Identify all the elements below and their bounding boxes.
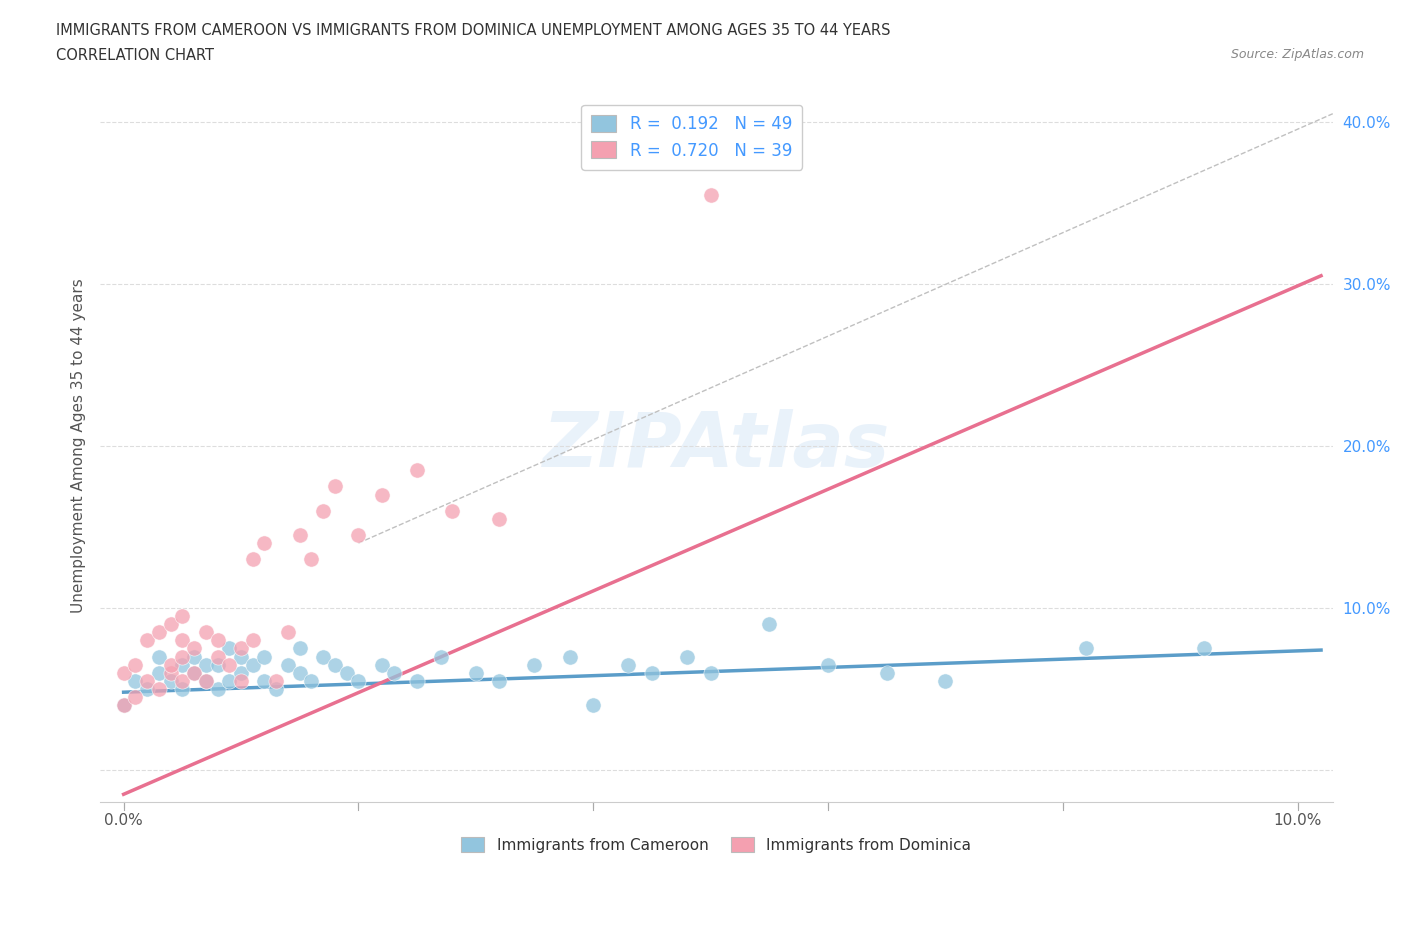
Point — [159, 617, 181, 631]
Point — [288, 665, 311, 680]
Point — [617, 658, 640, 672]
Point — [1076, 641, 1098, 656]
Point — [323, 658, 346, 672]
Point — [148, 625, 170, 640]
Point — [159, 665, 181, 680]
Point — [242, 551, 264, 566]
Point — [699, 665, 721, 680]
Point — [406, 463, 429, 478]
Point — [112, 665, 135, 680]
Point — [582, 698, 605, 712]
Point — [676, 649, 699, 664]
Legend: Immigrants from Cameroon, Immigrants from Dominica: Immigrants from Cameroon, Immigrants fro… — [456, 830, 977, 859]
Point — [264, 673, 287, 688]
Point — [488, 512, 510, 526]
Point — [183, 665, 205, 680]
Point — [336, 665, 359, 680]
Point — [277, 625, 299, 640]
Point — [194, 625, 217, 640]
Point — [253, 673, 276, 688]
Point — [277, 658, 299, 672]
Point — [124, 690, 146, 705]
Point — [229, 641, 252, 656]
Point — [124, 673, 146, 688]
Point — [371, 658, 394, 672]
Point — [172, 649, 194, 664]
Point — [218, 673, 240, 688]
Point — [558, 649, 581, 664]
Point — [172, 608, 194, 623]
Point — [301, 673, 323, 688]
Point — [253, 649, 276, 664]
Point — [288, 527, 311, 542]
Point — [312, 503, 335, 518]
Point — [347, 527, 370, 542]
Point — [172, 633, 194, 648]
Text: ZIPAtlas: ZIPAtlas — [543, 409, 890, 483]
Point — [264, 682, 287, 697]
Point — [207, 633, 229, 648]
Point — [159, 673, 181, 688]
Point — [488, 673, 510, 688]
Point — [207, 658, 229, 672]
Point — [136, 673, 159, 688]
Point — [347, 673, 370, 688]
Point — [207, 682, 229, 697]
Point — [207, 649, 229, 664]
Point — [441, 503, 464, 518]
Point — [876, 665, 898, 680]
Point — [183, 641, 205, 656]
Text: Source: ZipAtlas.com: Source: ZipAtlas.com — [1230, 48, 1364, 61]
Point — [242, 633, 264, 648]
Point — [194, 673, 217, 688]
Point — [148, 682, 170, 697]
Point — [382, 665, 405, 680]
Point — [288, 641, 311, 656]
Point — [172, 673, 194, 688]
Point — [112, 698, 135, 712]
Point — [229, 673, 252, 688]
Point — [194, 658, 217, 672]
Point — [172, 658, 194, 672]
Point — [301, 551, 323, 566]
Point — [242, 658, 264, 672]
Y-axis label: Unemployment Among Ages 35 to 44 years: Unemployment Among Ages 35 to 44 years — [72, 278, 86, 613]
Point — [136, 682, 159, 697]
Text: CORRELATION CHART: CORRELATION CHART — [56, 48, 214, 63]
Point — [159, 658, 181, 672]
Point — [523, 658, 546, 672]
Point — [229, 649, 252, 664]
Point — [112, 698, 135, 712]
Point — [148, 665, 170, 680]
Point — [312, 649, 335, 664]
Point — [406, 673, 429, 688]
Point — [183, 649, 205, 664]
Point — [124, 658, 146, 672]
Point — [464, 665, 486, 680]
Point — [183, 665, 205, 680]
Point — [758, 617, 780, 631]
Point — [136, 633, 159, 648]
Point — [1192, 641, 1215, 656]
Point — [817, 658, 839, 672]
Point — [172, 682, 194, 697]
Point — [699, 187, 721, 202]
Point — [148, 649, 170, 664]
Point — [218, 658, 240, 672]
Point — [371, 487, 394, 502]
Text: IMMIGRANTS FROM CAMEROON VS IMMIGRANTS FROM DOMINICA UNEMPLOYMENT AMONG AGES 35 : IMMIGRANTS FROM CAMEROON VS IMMIGRANTS F… — [56, 23, 891, 38]
Point — [218, 641, 240, 656]
Point — [429, 649, 451, 664]
Point — [194, 673, 217, 688]
Point — [323, 479, 346, 494]
Point — [253, 536, 276, 551]
Point — [229, 665, 252, 680]
Point — [641, 665, 664, 680]
Point — [934, 673, 956, 688]
